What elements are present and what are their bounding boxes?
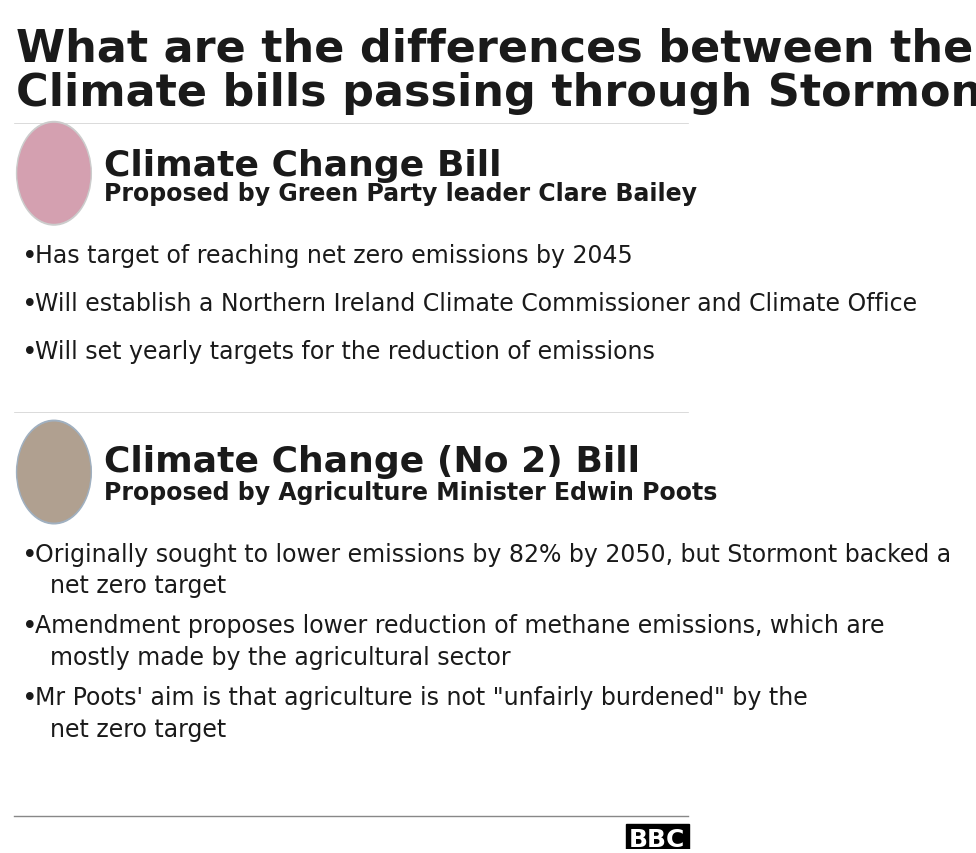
Text: •: • — [21, 292, 37, 317]
Text: •: • — [21, 613, 37, 640]
Text: Proposed by Agriculture Minister Edwin Poots: Proposed by Agriculture Minister Edwin P… — [104, 480, 717, 504]
Text: Has target of reaching net zero emissions by 2045: Has target of reaching net zero emission… — [34, 244, 632, 268]
Circle shape — [17, 421, 92, 525]
Text: Amendment proposes lower reduction of methane emissions, which are
  mostly made: Amendment proposes lower reduction of me… — [34, 613, 884, 670]
Text: •: • — [21, 339, 37, 365]
Text: Climate Change Bill: Climate Change Bill — [104, 149, 502, 183]
Text: •: • — [21, 244, 37, 270]
Text: •: • — [21, 685, 37, 711]
Text: BBC: BBC — [630, 827, 685, 850]
Text: Will establish a Northern Ireland Climate Commissioner and Climate Office: Will establish a Northern Ireland Climat… — [34, 292, 916, 316]
Text: Climate bills passing through Stormont?: Climate bills passing through Stormont? — [16, 72, 976, 114]
FancyBboxPatch shape — [626, 824, 689, 853]
Text: Mr Poots' aim is that agriculture is not "unfairly burdened" by the
  net zero t: Mr Poots' aim is that agriculture is not… — [34, 685, 807, 741]
Text: Will set yearly targets for the reduction of emissions: Will set yearly targets for the reductio… — [34, 339, 654, 363]
Text: Proposed by Green Party leader Clare Bailey: Proposed by Green Party leader Clare Bai… — [104, 182, 697, 206]
Text: What are the differences between the: What are the differences between the — [16, 28, 973, 71]
Circle shape — [18, 125, 90, 223]
Circle shape — [17, 122, 92, 226]
Text: •: • — [21, 543, 37, 568]
Circle shape — [18, 423, 90, 522]
Text: Originally sought to lower emissions by 82% by 2050, but Stormont backed a
  net: Originally sought to lower emissions by … — [34, 543, 951, 598]
Text: Climate Change (No 2) Bill: Climate Change (No 2) Bill — [104, 444, 640, 479]
